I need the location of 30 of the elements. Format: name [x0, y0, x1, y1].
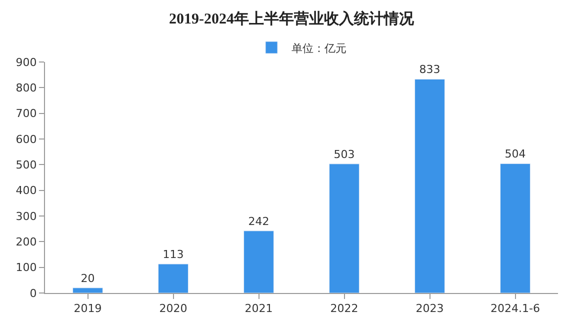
y-tick-label: 0 [30, 286, 37, 300]
bar [72, 288, 103, 293]
x-tick-label: 2023 [416, 302, 444, 316]
data-label: 113 [162, 248, 184, 261]
y-tick-label: 600 [16, 132, 37, 146]
data-label: 833 [419, 63, 440, 76]
y-tick-label: 900 [16, 56, 37, 69]
x-tick-label: 2019 [74, 302, 102, 316]
x-tick-label: 2021 [244, 302, 273, 316]
bar [244, 230, 274, 293]
bar [329, 164, 360, 293]
bar [414, 78, 445, 293]
data-label: 20 [80, 272, 95, 285]
bar [158, 264, 188, 293]
y-tick-label: 700 [16, 107, 37, 120]
chart-title: 2019-2024年上半年营业收入统计情况 [169, 10, 415, 28]
y-tick-label: 800 [16, 82, 37, 95]
y-tick-label: 500 [16, 158, 37, 172]
data-label: 242 [248, 214, 270, 228]
y-tick-label: 100 [16, 261, 37, 274]
bar [500, 163, 530, 293]
x-tick-label: 2024.1-6 [490, 302, 540, 316]
data-label: 504 [504, 148, 526, 161]
x-tick-label: 2022 [330, 302, 358, 316]
y-tick-label: 400 [16, 184, 37, 198]
y-tick-label: 200 [16, 236, 37, 249]
y-tick-label: 300 [16, 210, 37, 223]
x-tick-label: 2020 [159, 302, 188, 316]
data-label: 503 [334, 148, 355, 161]
legend-label: 单位：亿元 [292, 42, 346, 55]
